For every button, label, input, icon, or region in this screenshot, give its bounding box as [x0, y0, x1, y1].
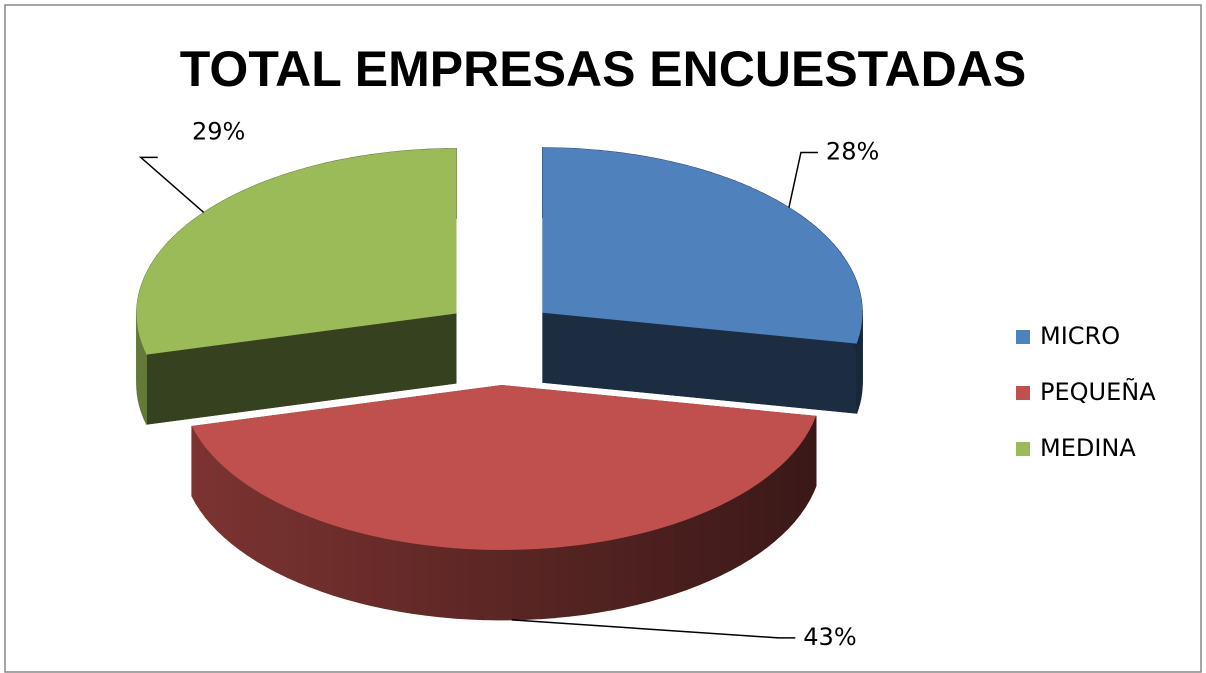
- slice-side: [749, 482, 759, 560]
- slice-side: [256, 490, 268, 568]
- slice-side: [540, 547, 556, 620]
- slice-side: [794, 443, 801, 523]
- slice-side: [812, 415, 817, 494]
- slice-side: [297, 511, 311, 588]
- slice-side: [384, 538, 399, 612]
- slice-side: [345, 528, 359, 604]
- slice-side: [195, 431, 201, 512]
- legend-label: MICRO: [1040, 322, 1120, 350]
- slice-side: [809, 423, 814, 501]
- leader-line: [138, 156, 205, 213]
- slice-side: [216, 459, 225, 539]
- slice-side: [662, 523, 676, 599]
- slice-side: [766, 470, 776, 549]
- slice-side: [397, 540, 413, 614]
- slice-side: [411, 542, 427, 616]
- slice-side: [453, 547, 470, 620]
- slice-side: [468, 548, 484, 621]
- slice-wall: [146, 313, 457, 425]
- slice-side: [856, 338, 859, 414]
- data-label: 43%: [803, 623, 856, 651]
- slice-side: [496, 549, 513, 621]
- slice-side: [247, 484, 258, 563]
- slice-side: [730, 494, 741, 571]
- pie-slice: [191, 385, 817, 621]
- slice-side: [358, 531, 373, 607]
- slice-side: [320, 520, 334, 596]
- slice-side: [204, 446, 212, 526]
- slice-top: [542, 147, 863, 344]
- slice-side: [425, 544, 441, 618]
- chart-title: TOTAL EMPRESAS ENCUESTADAS: [180, 41, 1026, 97]
- slice-side: [239, 478, 249, 557]
- slice-side: [788, 450, 796, 530]
- slice-side: [804, 428, 810, 509]
- slice-side: [482, 549, 498, 621]
- slice-side: [774, 463, 783, 542]
- slice-side: [740, 488, 751, 566]
- slice-side: [568, 544, 584, 617]
- slice-side: [636, 530, 651, 606]
- slice-side: [799, 436, 806, 516]
- slice-side: [719, 499, 731, 577]
- data-label: 28%: [826, 138, 879, 166]
- slice-side: [191, 425, 197, 504]
- slice-side: [674, 519, 688, 595]
- slice-side: [582, 542, 598, 616]
- slice-side: [266, 496, 278, 574]
- pie-slice: [542, 147, 863, 414]
- data-label: 29%: [192, 117, 245, 145]
- slice-side: [698, 509, 710, 586]
- slice-side: [686, 514, 699, 591]
- slice-side: [332, 524, 347, 600]
- legend-label: MEDINA: [1040, 434, 1136, 462]
- leader-line: [511, 619, 796, 639]
- slice-side: [781, 457, 790, 536]
- slice-side: [371, 535, 386, 610]
- legend-swatch: [1016, 386, 1030, 400]
- slice-top: [191, 385, 817, 550]
- slice-side: [286, 506, 299, 583]
- legend-swatch: [1016, 330, 1030, 344]
- slice-side: [758, 476, 768, 555]
- legend-swatch: [1016, 442, 1030, 456]
- slice-side: [439, 546, 455, 619]
- slice-side: [199, 438, 206, 519]
- slice-side: [610, 537, 625, 611]
- leader-line: [788, 151, 818, 208]
- legend-label: PEQUEÑA: [1040, 376, 1156, 406]
- slice-side: [623, 533, 638, 609]
- slice-top: [136, 148, 457, 355]
- slice-side: [525, 548, 541, 620]
- slice-side: [223, 466, 233, 545]
- slice-side: [554, 545, 570, 619]
- slice-side: [210, 452, 218, 532]
- slice-side: [596, 539, 611, 613]
- pie-slice: [136, 148, 457, 425]
- slice-wall: [542, 312, 857, 414]
- slice-side: [649, 527, 663, 602]
- slice-side: [511, 549, 527, 621]
- slice-side: [276, 501, 288, 579]
- slice-side: [231, 472, 241, 551]
- slice-side: [709, 504, 721, 582]
- slice-side: [309, 516, 322, 592]
